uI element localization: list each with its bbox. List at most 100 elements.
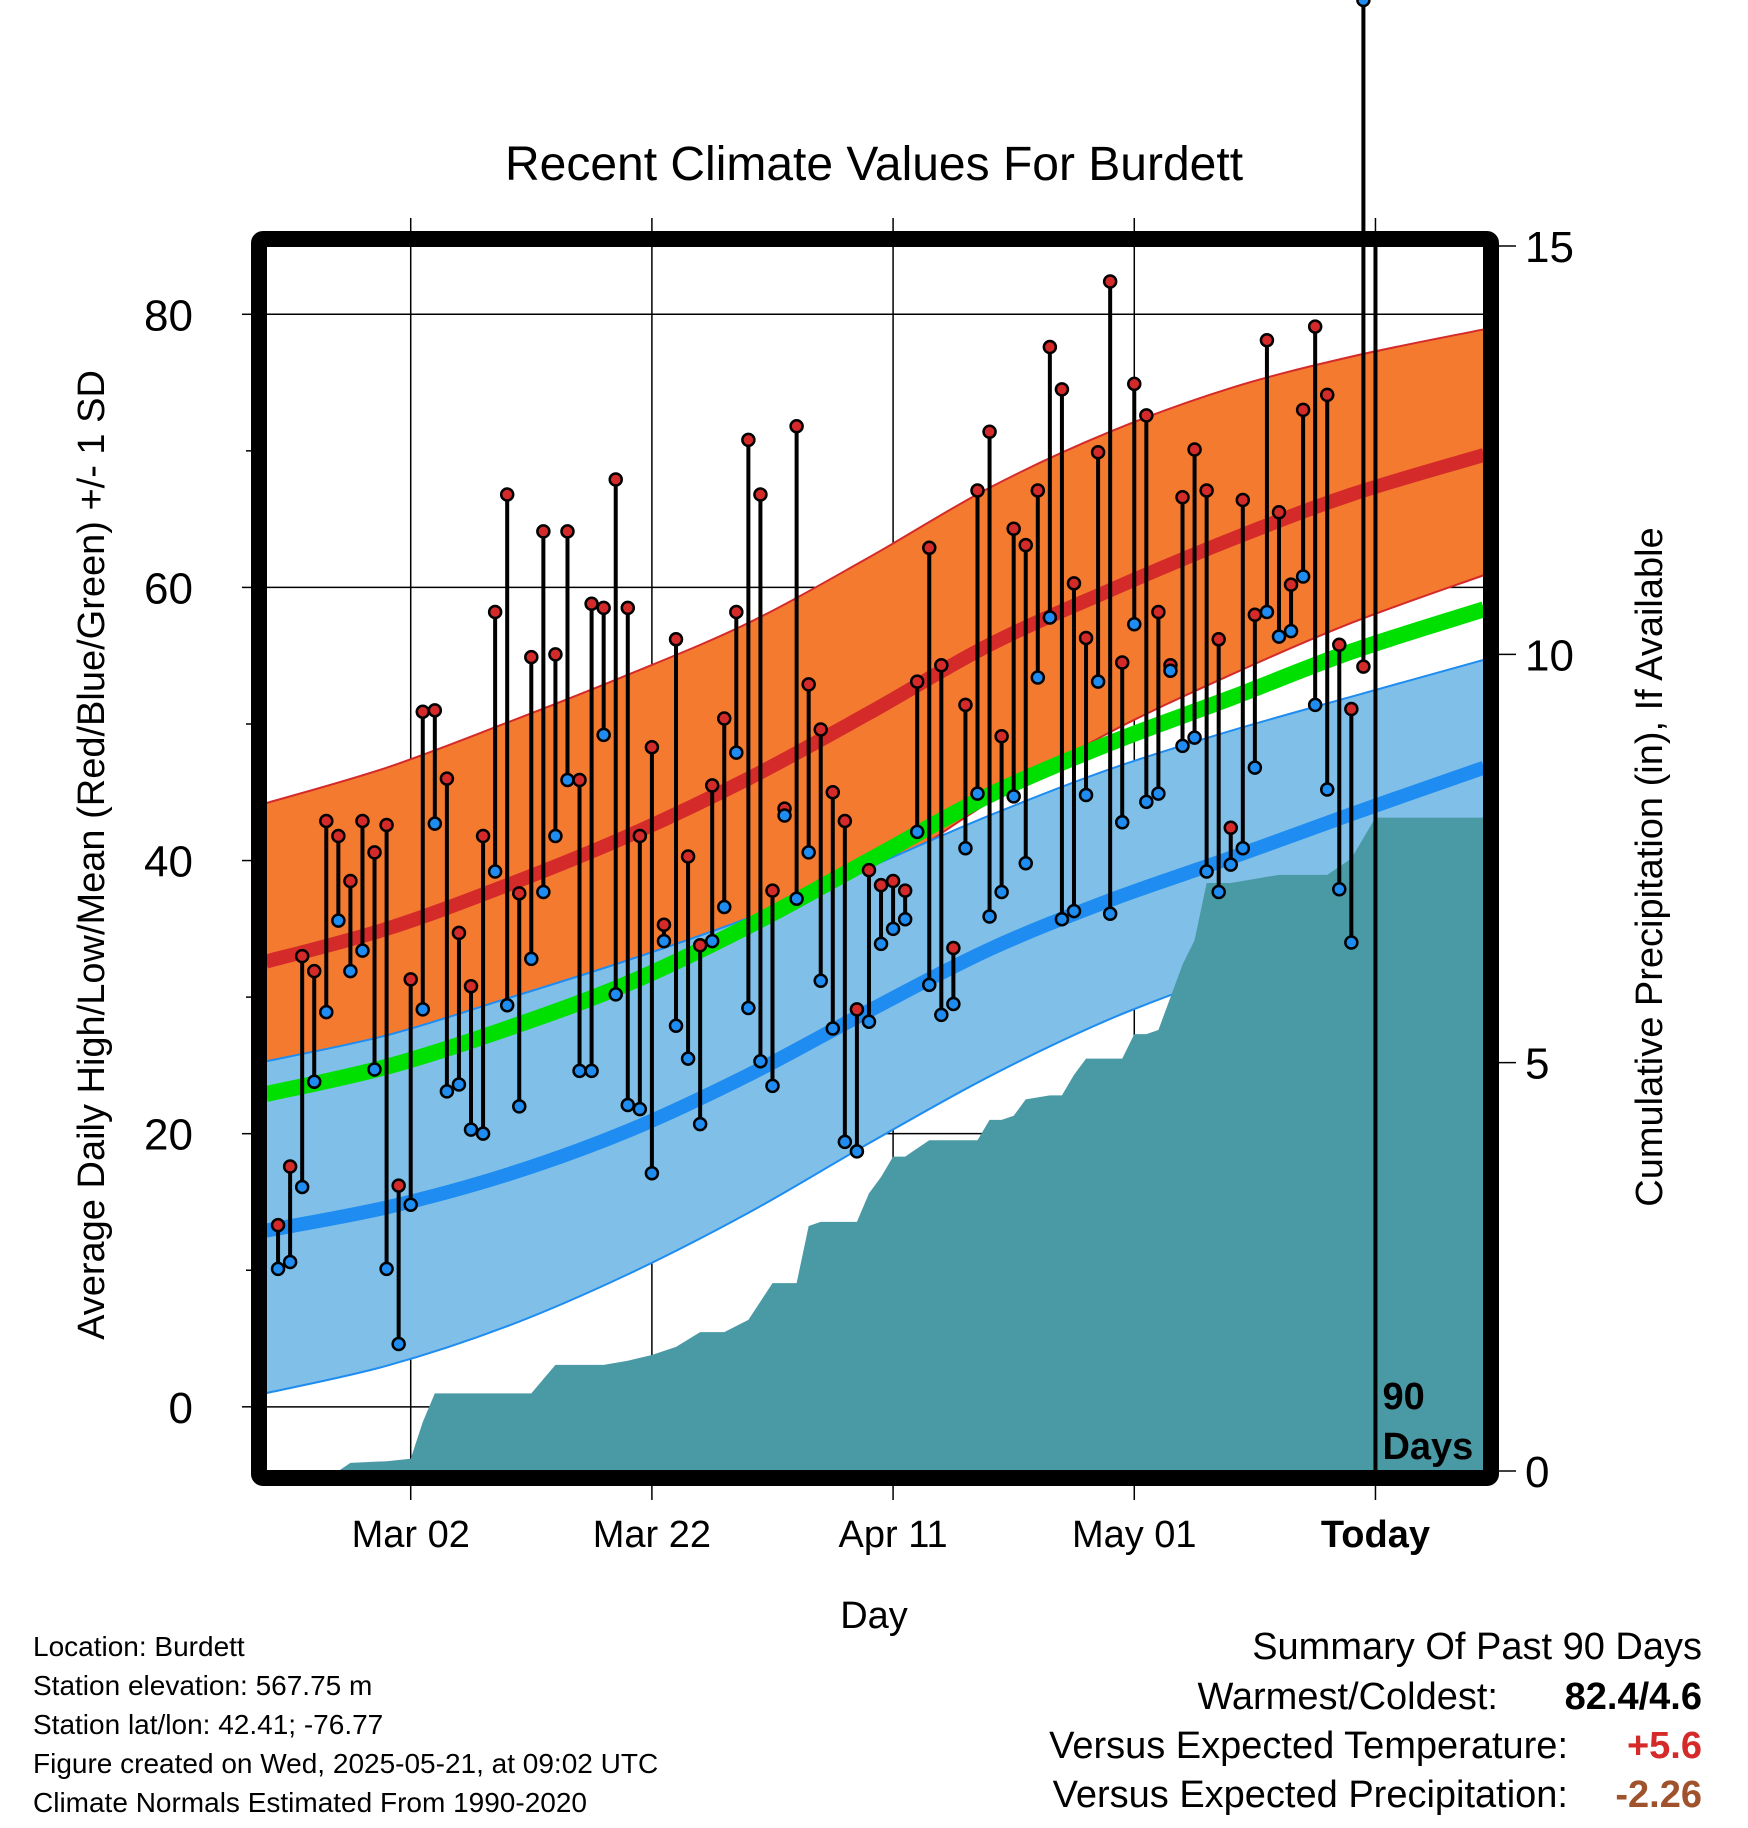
high-point xyxy=(934,658,949,673)
location-text: Location: Burdett xyxy=(33,1631,245,1662)
high-point xyxy=(355,813,370,829)
low-point xyxy=(1102,906,1118,922)
low-point xyxy=(861,1014,877,1029)
low-point xyxy=(1307,697,1323,713)
high-point xyxy=(958,697,973,713)
plot-frame xyxy=(251,231,1499,1486)
low-point xyxy=(1114,815,1130,830)
high-point xyxy=(1102,274,1118,289)
low-point xyxy=(801,845,816,860)
high-point xyxy=(873,877,889,893)
precip-area xyxy=(266,817,1484,1471)
high-point xyxy=(620,600,636,616)
today-marker-label: 90 Days xyxy=(1382,1376,1473,1468)
low-point xyxy=(319,1004,334,1020)
low-point xyxy=(1199,864,1214,879)
low-point xyxy=(1344,935,1359,950)
low-point xyxy=(873,936,889,952)
low-point xyxy=(644,1166,660,1181)
high-point xyxy=(885,873,901,889)
low-point xyxy=(1030,670,1046,685)
low-point xyxy=(717,899,732,915)
x-tick-label: Today xyxy=(1321,1514,1430,1556)
high-point xyxy=(982,424,997,439)
summary-title: Summary Of Past 90 Days xyxy=(1252,1626,1702,1668)
high-point xyxy=(861,862,877,878)
low-point xyxy=(1319,782,1335,797)
high-point xyxy=(403,972,418,987)
chart-title: Recent Climate Values For Burdett xyxy=(505,138,1243,191)
high-point xyxy=(596,600,611,616)
high-point xyxy=(451,925,467,941)
low-point xyxy=(837,1134,853,1150)
low-point xyxy=(391,1336,406,1352)
high-point xyxy=(1271,505,1287,520)
high-point xyxy=(1151,604,1166,620)
low-point xyxy=(1006,789,1021,804)
daily-range-bars xyxy=(276,0,1366,1344)
low-point xyxy=(922,977,937,993)
high-point xyxy=(1066,576,1082,591)
y2-tick-label: 5 xyxy=(1525,1040,1549,1089)
x-tick-label: Mar 02 xyxy=(352,1514,470,1556)
high-point xyxy=(946,940,961,956)
y2-axis-label: Cumulative Precipitation (in), If Availa… xyxy=(1629,527,1671,1206)
high-point xyxy=(379,817,394,833)
low-point xyxy=(1127,617,1142,632)
high-point xyxy=(837,813,853,829)
high-point xyxy=(644,739,660,755)
low-point xyxy=(536,884,551,900)
low-point xyxy=(439,1084,455,1099)
low-point xyxy=(1018,856,1033,871)
low-point xyxy=(1090,674,1106,689)
high-point xyxy=(1295,402,1311,418)
low-point xyxy=(1295,569,1311,584)
low-point xyxy=(909,824,925,840)
high-point xyxy=(741,432,756,448)
low-point xyxy=(524,951,539,967)
precip-anomaly-value: -2.26 xyxy=(1615,1774,1702,1816)
low-point xyxy=(427,816,443,831)
high-point xyxy=(753,487,768,502)
high-point xyxy=(608,472,623,487)
high-point xyxy=(970,483,985,498)
plot-border xyxy=(251,231,1499,1486)
high-point xyxy=(1356,659,1371,674)
high-point xyxy=(909,674,925,689)
high-point xyxy=(343,873,358,889)
low-point xyxy=(897,912,913,927)
low-point xyxy=(789,891,804,907)
low-point xyxy=(1223,857,1239,872)
low-point xyxy=(1211,884,1226,900)
low-point xyxy=(1259,604,1275,620)
y-tick-label: 40 xyxy=(144,838,193,887)
axis-ticks: 0 20 40 60 80 0 5 10 15 Mar 02 Mar 22 Apr 11 May 01 T… xyxy=(144,218,1574,1556)
y2-tick-label: 15 xyxy=(1525,223,1574,272)
low-point xyxy=(1175,738,1190,754)
low-point xyxy=(958,841,973,856)
temp-anomaly-label: Versus Expected Temperature: xyxy=(1049,1725,1568,1767)
high-point xyxy=(319,813,334,829)
low-point xyxy=(885,921,901,937)
high-point xyxy=(391,1178,406,1193)
high-point xyxy=(765,883,780,898)
low-point xyxy=(343,963,358,979)
low-point xyxy=(584,1063,599,1079)
high-point xyxy=(1283,577,1299,592)
high-point xyxy=(825,785,841,800)
warmest-coldest-label: Warmest/Coldest: xyxy=(1197,1676,1498,1718)
high-point xyxy=(1018,537,1033,553)
high-point xyxy=(1006,521,1021,536)
low-point xyxy=(729,745,744,760)
high-point xyxy=(1199,483,1214,498)
low-point xyxy=(1042,610,1058,625)
low-point xyxy=(1139,794,1154,810)
high-point xyxy=(499,487,515,502)
low-point xyxy=(306,1074,322,1090)
low-point xyxy=(596,727,611,743)
normal-bands xyxy=(264,328,1487,1395)
high-point xyxy=(463,978,479,994)
low-point xyxy=(825,1021,841,1036)
low-point xyxy=(1271,629,1287,644)
